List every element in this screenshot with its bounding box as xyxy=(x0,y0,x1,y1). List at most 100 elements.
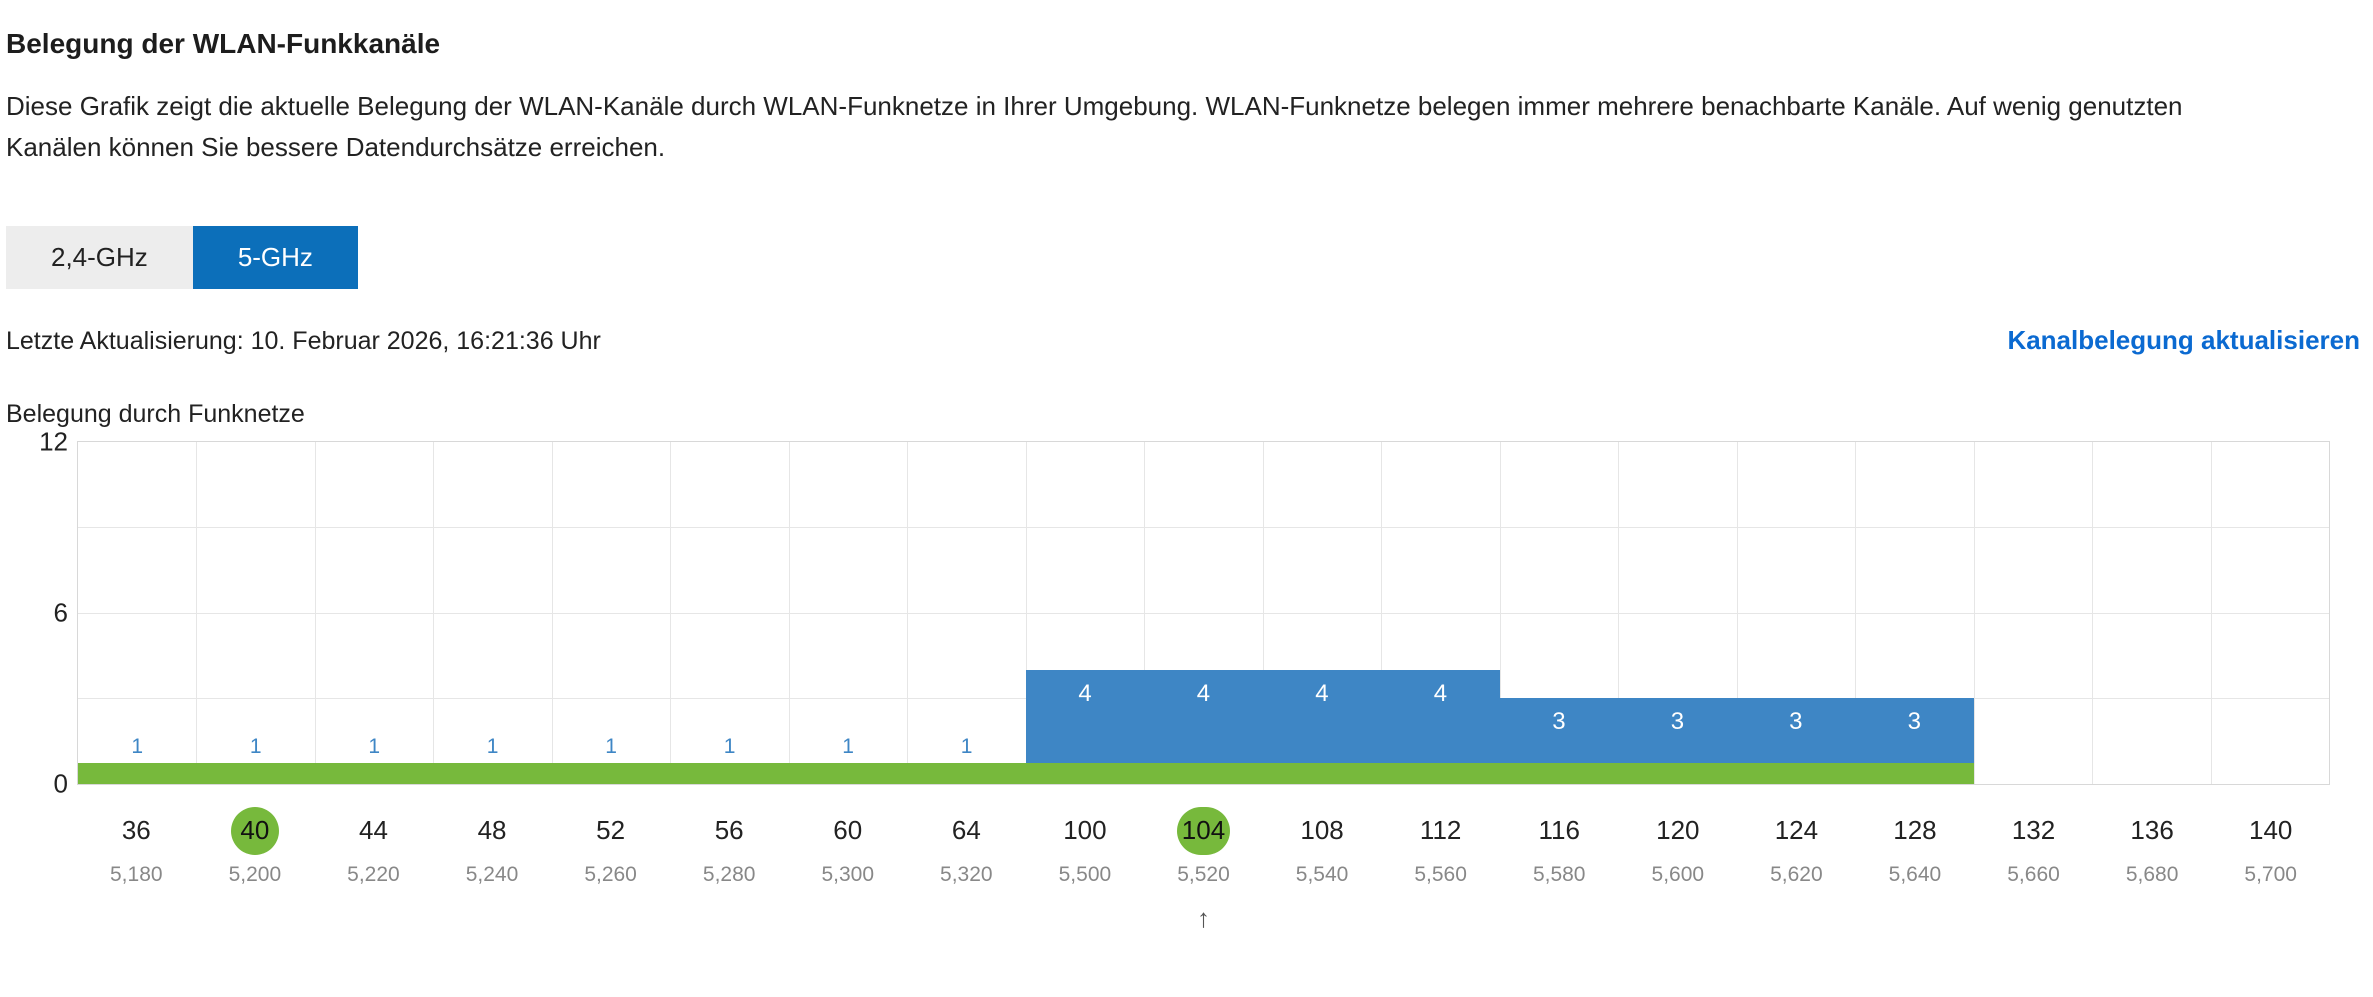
bar-value-label: 4 xyxy=(1433,679,1448,707)
channel-column-label: 52 5,260 xyxy=(551,807,670,887)
channel-column-label: 64 5,320 xyxy=(907,807,1026,887)
bar-value-label: 1 xyxy=(842,734,854,758)
refresh-channels-link[interactable]: Kanalbelegung aktualisieren xyxy=(2007,324,2360,355)
channel-number: 124 xyxy=(1774,815,1819,846)
channel-frequency: 5,680 xyxy=(2125,862,2179,886)
channel-number: 116 xyxy=(1538,815,1580,846)
channel-frequency: 5,240 xyxy=(465,862,519,886)
channel-frequency: 5,300 xyxy=(821,862,875,886)
channel-column-label: 108 5,540 xyxy=(1263,807,1382,887)
channel-number: 56 xyxy=(714,815,744,846)
gridline-vertical xyxy=(2210,441,2212,784)
gridline-vertical xyxy=(314,441,316,784)
current-channel-arrow-icon: ↑ xyxy=(1197,902,1210,933)
channel-column-label: 56 5,280 xyxy=(670,807,789,887)
bar-value-label: 4 xyxy=(1196,679,1211,707)
channel-column-label: 140 5,700 xyxy=(2211,807,2330,887)
channel-column-label: 60 5,300 xyxy=(788,807,907,887)
gridline-vertical xyxy=(196,441,198,784)
channel-frequency: 5,180 xyxy=(110,862,163,886)
x-axis: 36 5,180 40 5,200 44 5,220 48 5,240 52 5,260 56 5,2… xyxy=(77,806,2330,887)
channel-number: 40 xyxy=(196,806,315,855)
channel-number: 136 xyxy=(2130,815,2174,846)
last-update-text: Letzte Aktualisierung: 10. Februar 2026,… xyxy=(6,326,601,355)
channel-frequency: 5,640 xyxy=(1888,862,1942,886)
tab-2-4-ghz[interactable]: 2,4-GHz xyxy=(6,225,193,289)
band-tabs: 2,4-GHz 5-GHz xyxy=(6,225,2360,289)
channel-number: 100 xyxy=(1063,815,1107,846)
channel-frequency: 5,220 xyxy=(347,862,400,886)
channel-frequency: 5,600 xyxy=(1651,862,1705,886)
tab-5-ghz[interactable]: 5-GHz xyxy=(192,225,358,289)
gridline-vertical xyxy=(670,441,672,784)
channel-number: 104 xyxy=(1144,806,1263,855)
plot-area: 0 6 12 1 1 1 1 1 1 1 1 4 4 4 4 3 3 3 3 xyxy=(39,426,2330,798)
bar-value-label: 3 xyxy=(1907,708,1921,736)
chart-row: 0 6 12 1 1 1 1 1 1 1 1 4 4 4 4 3 3 3 3 xyxy=(39,426,2360,798)
gridline-vertical xyxy=(551,441,553,784)
channel-frequency: 5,540 xyxy=(1295,862,1349,886)
channel-column-label: 44 5,220 xyxy=(314,807,433,887)
channel-frequency: 5,560 xyxy=(1414,862,1467,886)
chart-axis-title: Belegung durch Funknetze xyxy=(6,399,305,428)
gridline-vertical xyxy=(1499,441,1501,784)
channel-frequency: 5,620 xyxy=(1770,862,1823,886)
channel-number: 108 xyxy=(1300,815,1344,846)
channel-column-label: 40 5,200 xyxy=(196,806,315,887)
gridline-vertical xyxy=(433,441,435,784)
channel-occupancy-chart: Belegung durch Funknetze 0 6 12 1 1 1 1 1 1 1 1 4 4 4… xyxy=(6,400,2360,935)
channel-number: 48 xyxy=(477,815,507,846)
gridline-vertical xyxy=(1381,441,1383,784)
arrow-row: ↑ xyxy=(77,903,2330,935)
bar-value-label: 1 xyxy=(249,734,262,758)
bar-value-label: 4 xyxy=(1315,679,1329,707)
bar-value-label: 1 xyxy=(131,734,144,758)
gridline-vertical xyxy=(1262,441,1264,784)
active-channel-badge: 104 xyxy=(1176,806,1231,855)
gridline-vertical xyxy=(2092,441,2094,784)
channel-column-label: 124 5,620 xyxy=(1737,807,1856,887)
channel-column-label: 116 5,580 xyxy=(1500,807,1619,887)
bar-value-label: 1 xyxy=(368,734,381,758)
channel-column-label: 132 5,660 xyxy=(1974,807,2093,887)
gridline-vertical xyxy=(1736,441,1738,784)
channel-column-label: 120 5,600 xyxy=(1619,807,1738,887)
channel-number: 120 xyxy=(1656,815,1700,846)
channel-column-label: 48 5,240 xyxy=(433,807,552,887)
status-row: Letzte Aktualisierung: 10. Februar 2026,… xyxy=(6,325,2360,356)
bar-value-label: 1 xyxy=(486,734,499,758)
bar-value-label: 1 xyxy=(723,734,736,758)
channel-column-label: 112 5,560 xyxy=(1381,807,1500,887)
page-description: Diese Grafik zeigt die aktuelle Belegung… xyxy=(6,91,2183,162)
channel-number: 132 xyxy=(2011,815,2056,846)
y-axis-tick-label: 12 xyxy=(39,426,68,457)
own-network-band xyxy=(78,762,1974,784)
channel-number: 64 xyxy=(951,815,981,846)
channel-column-label: 36 5,180 xyxy=(77,807,196,887)
channel-frequency: 5,660 xyxy=(2007,862,2060,886)
gridline-vertical xyxy=(1973,441,1975,784)
bar-value-label: 4 xyxy=(1078,679,1092,707)
channel-number: 52 xyxy=(596,815,626,846)
y-axis-tick-label: 6 xyxy=(53,597,68,628)
gridline-horizontal xyxy=(78,527,2329,529)
channel-frequency: 5,260 xyxy=(584,862,637,886)
channel-number: 112 xyxy=(1419,815,1462,846)
page-title: Belegung der WLAN-Funkkanäle xyxy=(6,28,441,59)
channel-frequency: 5,580 xyxy=(1532,862,1586,886)
bar-value-label: 3 xyxy=(1670,708,1685,736)
channel-frequency: 5,280 xyxy=(702,862,756,886)
channel-column-label: 128 5,640 xyxy=(1856,807,1975,887)
gridline-vertical xyxy=(1618,441,1620,784)
channel-frequency: 5,200 xyxy=(228,862,282,886)
channel-column-label: 104 5,520 xyxy=(1144,806,1263,887)
gridline-vertical xyxy=(1855,441,1857,784)
channel-number: 128 xyxy=(1893,815,1937,846)
gridline-vertical xyxy=(788,441,790,784)
gridline-vertical xyxy=(907,441,909,784)
channel-number: 140 xyxy=(2249,815,2293,846)
bar-value-label: 3 xyxy=(1789,708,1803,736)
channel-frequency: 5,500 xyxy=(1058,862,1112,886)
channel-number: 60 xyxy=(833,815,863,846)
channel-frequency: 5,320 xyxy=(940,862,993,886)
